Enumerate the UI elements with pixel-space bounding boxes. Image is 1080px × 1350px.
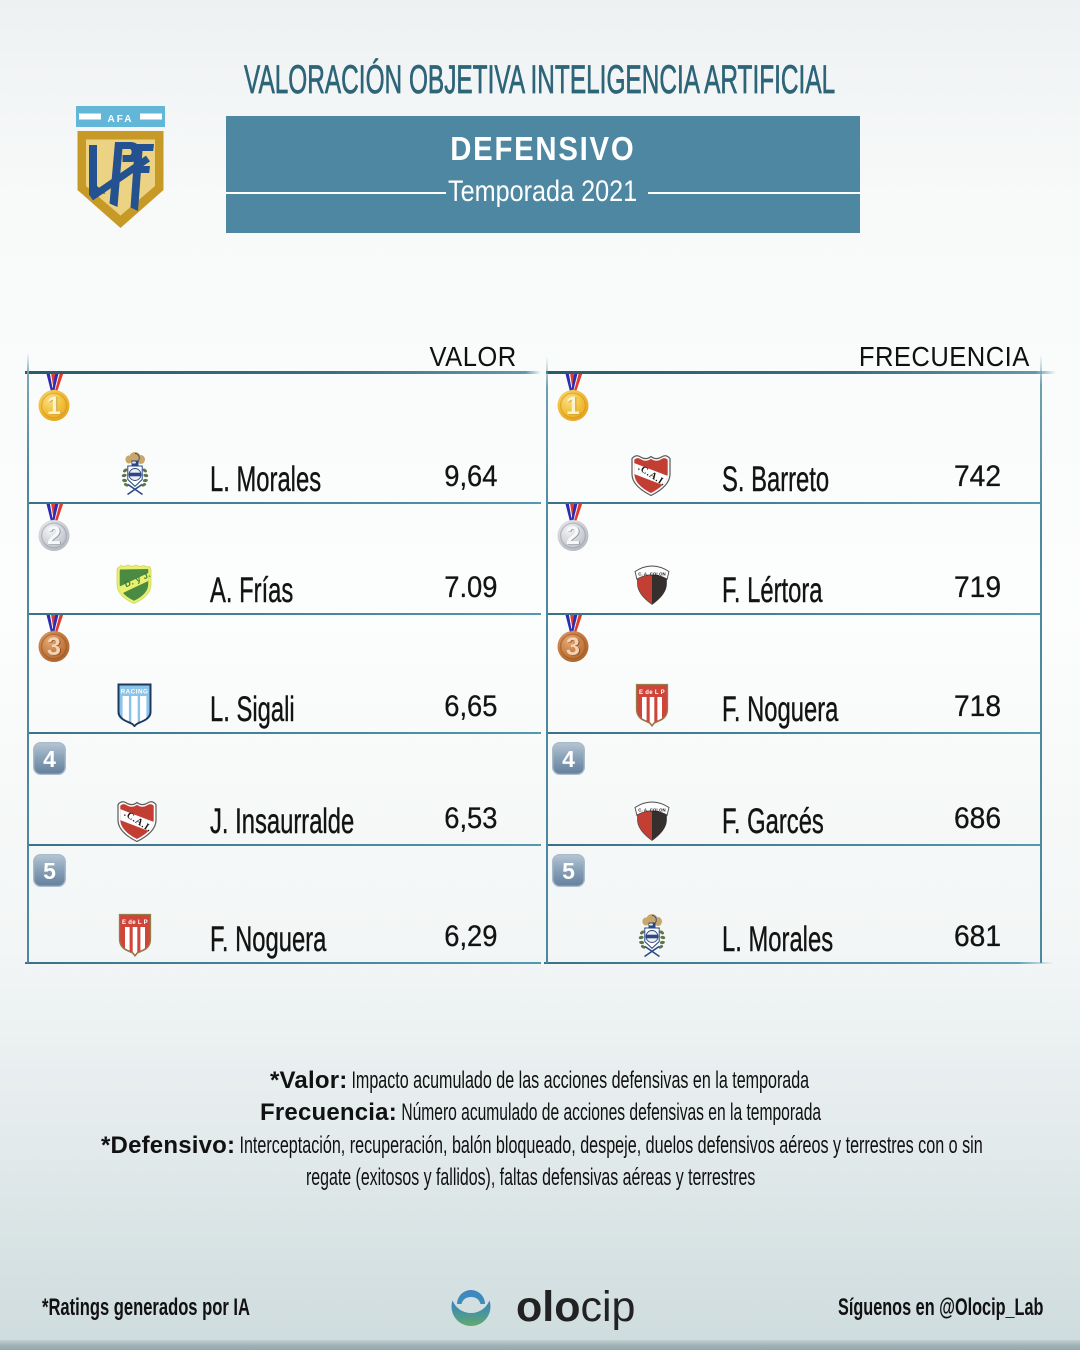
svg-text:AFA: AFA: [108, 114, 134, 125]
